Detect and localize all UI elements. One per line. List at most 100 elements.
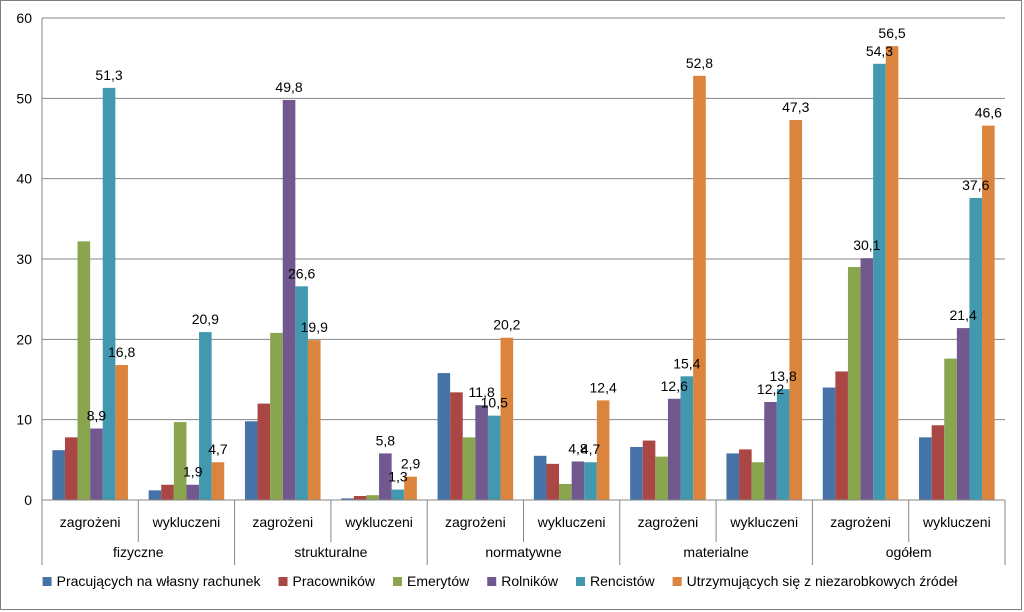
legend-label: Emerytów xyxy=(407,573,470,589)
bar xyxy=(450,392,463,500)
bar xyxy=(391,489,405,500)
bar xyxy=(211,462,225,500)
bar xyxy=(487,415,501,500)
data-label: 12,2 xyxy=(757,381,784,397)
category-label: wykluczeni xyxy=(729,514,798,530)
category-label: wykluczeni xyxy=(344,514,413,530)
data-label: 54,3 xyxy=(866,43,893,59)
data-label: 20,9 xyxy=(192,311,219,327)
data-label: 8,9 xyxy=(87,408,107,424)
bar xyxy=(270,332,283,500)
bar xyxy=(680,376,694,500)
bar xyxy=(789,120,803,501)
y-tick-label: 40 xyxy=(16,171,32,187)
bar xyxy=(751,462,765,500)
data-label: 56,5 xyxy=(878,25,905,41)
bar xyxy=(307,340,321,500)
legend-swatch xyxy=(392,577,402,586)
group-label: strukturalne xyxy=(294,544,367,560)
legend-label: Pracujących na własny rachunek xyxy=(57,573,262,589)
bar xyxy=(90,428,103,500)
bar xyxy=(693,75,706,500)
bar xyxy=(244,421,258,500)
data-label: 26,6 xyxy=(288,265,315,281)
category-label: zagrożeni xyxy=(60,514,121,530)
legend-swatch xyxy=(576,577,586,586)
legend-swatch xyxy=(278,577,288,586)
bar xyxy=(186,484,200,500)
category-label: zagrożeni xyxy=(252,514,313,530)
bar xyxy=(571,461,585,500)
bar xyxy=(956,328,970,500)
data-label: 1,9 xyxy=(183,464,203,480)
group-label: fizyczne xyxy=(113,544,164,560)
legend-label: Rolników xyxy=(501,573,559,589)
bar xyxy=(366,495,380,500)
bar xyxy=(77,241,91,500)
data-label: 30,1 xyxy=(853,237,880,253)
legend-label: Pracowników xyxy=(293,573,376,589)
bar xyxy=(115,365,128,500)
bar xyxy=(500,337,514,500)
data-label: 12,6 xyxy=(661,378,688,394)
bar xyxy=(52,450,65,500)
y-tick-label: 0 xyxy=(24,492,32,508)
bar xyxy=(161,484,174,500)
bar xyxy=(533,455,547,500)
category-label: zagrożeni xyxy=(638,514,699,530)
data-label: 20,2 xyxy=(493,317,520,333)
bar xyxy=(944,358,957,500)
legend-swatch xyxy=(672,577,682,586)
bar xyxy=(835,371,848,500)
data-label: 21,4 xyxy=(950,307,977,323)
bar xyxy=(64,437,78,500)
data-label: 13,8 xyxy=(770,368,797,384)
bar xyxy=(295,286,308,500)
bar xyxy=(885,46,899,500)
bar xyxy=(546,463,560,500)
data-label: 4,7 xyxy=(581,441,601,457)
legend-label: Utrzymujących się z niezarobkowych źróde… xyxy=(687,573,959,589)
y-tick-label: 30 xyxy=(16,251,32,267)
bar xyxy=(822,387,836,500)
category-label: zagrożeni xyxy=(445,514,506,530)
bar xyxy=(776,389,790,500)
bar xyxy=(379,453,392,500)
bar xyxy=(739,449,752,500)
bar xyxy=(462,437,476,500)
bar xyxy=(847,267,861,500)
bar xyxy=(596,400,610,500)
bar xyxy=(199,332,212,500)
y-tick-label: 50 xyxy=(16,90,32,106)
bar xyxy=(341,498,354,500)
data-label: 4,7 xyxy=(208,441,228,457)
data-label: 19,9 xyxy=(301,319,328,335)
data-label: 10,5 xyxy=(481,395,508,411)
legend-swatch xyxy=(487,577,497,586)
legend-swatch xyxy=(42,577,52,586)
bar xyxy=(764,401,777,500)
category-label: wykluczeni xyxy=(922,514,991,530)
bar xyxy=(655,456,668,500)
data-label: 47,3 xyxy=(782,99,809,115)
legend-label: Rencistów xyxy=(590,573,655,589)
data-label: 37,6 xyxy=(962,177,989,193)
bar xyxy=(726,453,740,500)
bar xyxy=(437,373,451,500)
bar xyxy=(282,99,296,500)
y-tick-label: 60 xyxy=(16,10,32,26)
data-label: 1,3 xyxy=(388,469,408,485)
bar xyxy=(475,405,488,500)
bar xyxy=(257,403,271,500)
group-label: materialne xyxy=(683,544,749,560)
data-label: 46,6 xyxy=(975,105,1002,121)
data-label: 12,4 xyxy=(590,379,617,395)
data-label: 49,8 xyxy=(275,79,302,95)
bar xyxy=(630,446,643,500)
bar xyxy=(148,490,162,500)
bar xyxy=(102,87,116,500)
data-label: 5,8 xyxy=(376,432,396,448)
group-label: ogółem xyxy=(886,544,932,560)
bar xyxy=(173,422,187,500)
